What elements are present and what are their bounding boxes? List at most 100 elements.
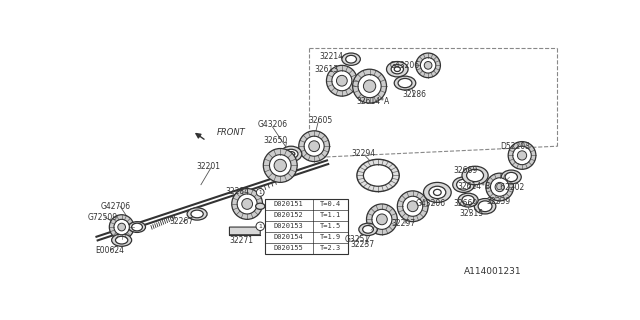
Text: T=1.1: T=1.1 <box>320 212 341 218</box>
Ellipse shape <box>486 173 513 201</box>
Ellipse shape <box>416 53 440 78</box>
Ellipse shape <box>517 151 527 160</box>
Text: T=1.5: T=1.5 <box>320 223 341 229</box>
Circle shape <box>256 222 264 230</box>
Text: G43206: G43206 <box>257 120 287 129</box>
Text: 32614*A: 32614*A <box>356 97 389 106</box>
Ellipse shape <box>372 209 392 229</box>
Ellipse shape <box>129 222 145 232</box>
FancyBboxPatch shape <box>265 198 348 254</box>
Ellipse shape <box>114 219 129 235</box>
Text: 32214: 32214 <box>319 52 343 61</box>
Ellipse shape <box>109 215 134 239</box>
Ellipse shape <box>342 53 360 65</box>
Ellipse shape <box>376 214 387 225</box>
Ellipse shape <box>357 159 399 192</box>
Text: D020153: D020153 <box>274 223 303 229</box>
Ellipse shape <box>456 179 470 190</box>
Text: D020155: D020155 <box>274 245 303 252</box>
FancyBboxPatch shape <box>230 227 260 235</box>
Ellipse shape <box>242 198 253 209</box>
Text: 32271: 32271 <box>229 236 253 245</box>
Ellipse shape <box>304 136 324 156</box>
Ellipse shape <box>326 65 357 96</box>
Text: G43206: G43206 <box>416 199 446 208</box>
Ellipse shape <box>337 75 348 86</box>
Ellipse shape <box>478 201 492 212</box>
Ellipse shape <box>505 172 517 182</box>
Ellipse shape <box>364 80 376 92</box>
Text: 32284: 32284 <box>225 187 249 196</box>
Text: 32614*B: 32614*B <box>458 182 491 191</box>
Ellipse shape <box>462 166 488 185</box>
Ellipse shape <box>237 194 257 214</box>
Ellipse shape <box>467 169 484 182</box>
Ellipse shape <box>513 146 531 165</box>
Ellipse shape <box>398 78 412 88</box>
Ellipse shape <box>433 189 441 196</box>
Ellipse shape <box>118 223 125 231</box>
Text: 32286: 32286 <box>403 90 426 99</box>
Ellipse shape <box>232 188 262 219</box>
Text: T=1.9: T=1.9 <box>320 234 341 240</box>
Ellipse shape <box>474 198 496 214</box>
Ellipse shape <box>420 58 436 73</box>
Text: D020152: D020152 <box>274 212 303 218</box>
Text: 32237: 32237 <box>351 240 374 249</box>
Ellipse shape <box>508 141 536 169</box>
Ellipse shape <box>394 67 401 71</box>
Text: D020154: D020154 <box>274 234 303 240</box>
Text: 32613: 32613 <box>314 66 339 75</box>
Ellipse shape <box>490 178 509 196</box>
Ellipse shape <box>284 149 298 158</box>
Ellipse shape <box>299 131 330 162</box>
Text: D020151: D020151 <box>274 201 303 207</box>
Ellipse shape <box>501 170 521 184</box>
Ellipse shape <box>280 146 302 162</box>
Ellipse shape <box>458 193 478 207</box>
Text: 32239: 32239 <box>487 197 511 206</box>
Ellipse shape <box>397 191 428 222</box>
Text: G3251: G3251 <box>345 235 370 244</box>
Text: 32267: 32267 <box>170 217 194 226</box>
Circle shape <box>257 188 264 196</box>
Text: 32201: 32201 <box>196 163 221 172</box>
Text: 1: 1 <box>259 190 262 195</box>
Ellipse shape <box>452 177 474 192</box>
Text: 32669: 32669 <box>453 166 477 175</box>
Ellipse shape <box>358 75 381 98</box>
Ellipse shape <box>332 71 352 91</box>
Ellipse shape <box>287 152 295 156</box>
Ellipse shape <box>429 186 446 198</box>
Text: C62202: C62202 <box>496 183 525 192</box>
Text: 1: 1 <box>259 224 262 229</box>
Ellipse shape <box>308 141 319 152</box>
Ellipse shape <box>403 196 422 216</box>
Ellipse shape <box>353 69 387 103</box>
Ellipse shape <box>115 236 128 244</box>
Text: E00624: E00624 <box>95 246 124 255</box>
Text: G42706: G42706 <box>100 202 131 211</box>
Text: 32294: 32294 <box>351 149 376 158</box>
Text: G43206: G43206 <box>390 61 420 70</box>
Text: T=2.3: T=2.3 <box>320 245 341 252</box>
Ellipse shape <box>111 234 132 246</box>
Ellipse shape <box>367 204 397 235</box>
Ellipse shape <box>187 208 207 220</box>
Text: 32669: 32669 <box>453 199 477 208</box>
Ellipse shape <box>364 165 393 186</box>
Ellipse shape <box>387 61 408 77</box>
Text: 32297: 32297 <box>392 219 415 228</box>
Ellipse shape <box>391 65 403 74</box>
Ellipse shape <box>394 76 416 90</box>
Ellipse shape <box>346 55 356 63</box>
Ellipse shape <box>424 61 432 69</box>
Text: G72509: G72509 <box>88 212 118 221</box>
Text: 32315: 32315 <box>459 210 483 219</box>
Ellipse shape <box>255 203 265 209</box>
Text: A114001231: A114001231 <box>465 267 522 276</box>
Ellipse shape <box>274 159 287 172</box>
Ellipse shape <box>191 210 204 218</box>
Text: FRONT: FRONT <box>216 128 245 137</box>
Text: D52203: D52203 <box>500 142 530 151</box>
